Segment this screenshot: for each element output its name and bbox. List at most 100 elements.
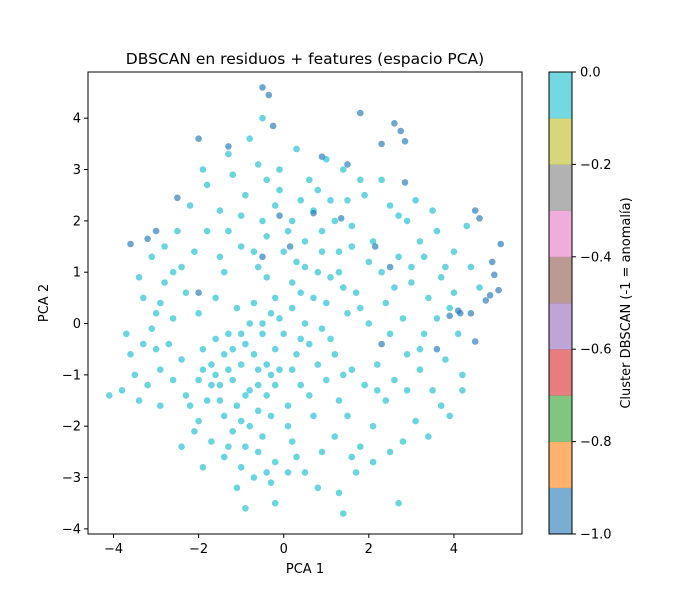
cluster-point <box>378 176 385 184</box>
cluster-point <box>310 294 317 302</box>
cluster-point <box>433 227 441 235</box>
cluster-point <box>369 422 377 430</box>
cluster-point <box>123 330 130 338</box>
anomaly-point <box>310 209 317 217</box>
colorbar-tick-label: −0.8 <box>580 435 612 450</box>
cluster-point <box>293 351 300 358</box>
cluster-point <box>195 376 202 384</box>
cluster-point <box>425 433 432 440</box>
cluster-point <box>135 397 143 404</box>
colorbar-segment <box>549 395 572 442</box>
cluster-point <box>237 417 245 425</box>
colorbar-tick-label: −0.6 <box>580 343 612 358</box>
cluster-point <box>288 304 296 312</box>
cluster-point <box>276 186 283 194</box>
anomaly-point <box>386 263 394 271</box>
cluster-point <box>318 325 326 333</box>
colorbar-segment <box>549 118 572 165</box>
colorbar-segment <box>549 487 572 535</box>
cluster-point <box>348 366 356 374</box>
cluster-point <box>408 263 415 271</box>
cluster-point <box>344 310 351 317</box>
cluster-point <box>182 289 190 297</box>
cluster-point <box>237 464 245 471</box>
cluster-point <box>450 289 458 297</box>
cluster-point <box>148 253 156 261</box>
cluster-point <box>331 351 339 358</box>
anomaly-point <box>476 215 483 222</box>
cluster-point <box>186 202 194 209</box>
anomaly-point <box>446 312 454 320</box>
colorbar-frame <box>548 71 573 535</box>
cluster-point <box>284 469 292 476</box>
cluster-point <box>437 402 445 410</box>
cluster-point <box>242 505 249 512</box>
cluster-point <box>263 392 271 399</box>
cluster-point <box>361 191 368 199</box>
cluster-point <box>250 351 258 358</box>
cluster-point <box>199 366 207 374</box>
anomaly-point <box>467 310 475 317</box>
cluster-point <box>331 433 339 440</box>
cluster-point <box>267 310 275 317</box>
y-tick-label: −4 <box>62 522 81 537</box>
cluster-point <box>335 268 343 276</box>
cluster-point <box>259 433 266 440</box>
cluster-point <box>450 248 458 255</box>
cluster-point <box>267 412 275 420</box>
cluster-point <box>254 381 262 389</box>
cluster-point <box>152 345 160 353</box>
cluster-point <box>246 422 253 430</box>
y-tick-label: −2 <box>62 420 81 435</box>
cluster-point <box>242 340 249 348</box>
cluster-point <box>306 340 313 348</box>
anomaly-point <box>174 194 181 202</box>
cluster-point <box>420 253 428 261</box>
cluster-point <box>118 387 126 394</box>
cluster-point <box>288 279 296 286</box>
cluster-point <box>459 371 466 379</box>
cluster-point <box>344 197 351 204</box>
cluster-point <box>331 217 339 225</box>
cluster-point <box>220 268 228 276</box>
cluster-point <box>267 371 275 379</box>
cluster-point <box>165 340 173 348</box>
cluster-point <box>106 392 113 399</box>
anomaly-point <box>127 240 134 248</box>
cluster-point <box>250 299 258 307</box>
cluster-point <box>246 320 253 327</box>
cluster-point <box>335 397 343 404</box>
cluster-point <box>327 335 334 343</box>
cluster-point <box>306 176 313 184</box>
cluster-point <box>425 294 432 302</box>
colorbar-tick-label: −0.4 <box>580 250 612 265</box>
cluster-point <box>254 366 262 374</box>
anomaly-point <box>378 340 385 348</box>
cluster-point <box>203 181 211 189</box>
anomaly-point <box>495 286 502 294</box>
cluster-point <box>340 284 347 291</box>
cluster-point <box>216 253 224 261</box>
cluster-point <box>208 361 215 368</box>
cluster-point <box>229 376 236 384</box>
x-tick-label: 2 <box>365 542 373 557</box>
cluster-point <box>446 412 454 420</box>
x-tick-label: −4 <box>104 542 123 557</box>
y-tick-label: 1 <box>73 266 81 281</box>
cluster-point <box>140 340 147 348</box>
anomaly-point <box>286 243 294 250</box>
cluster-point <box>301 320 309 327</box>
anomaly-point <box>152 227 160 235</box>
cluster-point <box>246 387 253 394</box>
x-tick-label: −2 <box>189 542 208 557</box>
colorbar-segment <box>549 349 572 396</box>
anomaly-point <box>225 143 232 150</box>
cluster-point <box>220 453 228 461</box>
cluster-point <box>263 361 271 368</box>
cluster-point <box>203 227 211 235</box>
anomaly-point <box>488 258 496 266</box>
cluster-point <box>391 284 398 291</box>
colorbar <box>548 71 573 535</box>
